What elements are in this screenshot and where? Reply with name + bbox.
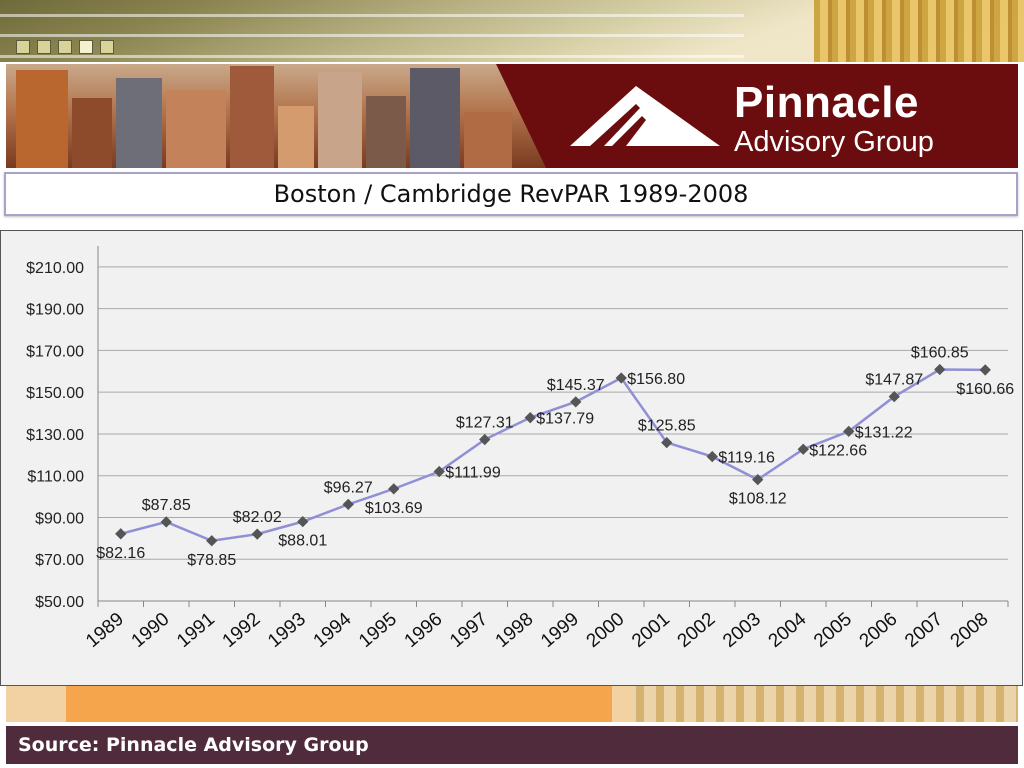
decorative-line [0,55,744,58]
x-tick-label: 1997 [446,609,492,652]
data-point [206,535,218,547]
x-tick-label: 1994 [310,608,356,652]
x-tick-label: 2000 [583,609,629,652]
data-point [433,465,445,478]
data-point [706,450,718,463]
series-line [120,368,986,543]
y-tick-label: $70.00 [35,552,84,569]
x-tick-label: 1990 [128,609,174,652]
data-point [388,483,400,495]
y-tick-label: $90.00 [35,510,84,527]
data-point [661,436,673,449]
data-label: $145.37 [547,377,605,394]
data-label: $108.12 [729,491,787,508]
data-point [752,473,764,486]
data-label: $87.85 [142,497,191,514]
data-label: $160.85 [911,345,969,362]
x-tick-label: 1995 [355,609,401,652]
brand-name: Pinnacle [734,78,919,127]
x-tick-label: 2008 [947,609,993,652]
brand-banner: Pinnacle Advisory Group [6,64,1018,168]
source-text: Source: Pinnacle Advisory Group [18,734,369,756]
x-tick-label: 1999 [537,609,583,652]
data-point [888,390,900,403]
y-tick-label: $130.00 [26,427,84,444]
nav-square [37,40,51,54]
x-tick-label: 2007 [901,609,947,652]
nav-square [16,40,30,54]
x-tick-label: 1996 [401,609,447,652]
data-label: $122.66 [809,442,867,459]
y-tick-label: $50.00 [35,594,84,611]
data-label: $147.87 [865,372,923,389]
y-tick-label: $170.00 [26,343,84,360]
x-tick-label: 2006 [856,609,902,652]
nav-square [79,40,93,54]
data-point [160,516,172,528]
y-tick-label: $110.00 [27,469,84,486]
x-tick-label: 1989 [82,609,128,652]
data-point [979,364,991,376]
revpar-line-chart: $50.00 $70.00 $90.00 $110.00 $130.00 $150.00 $… [0,230,1023,686]
data-point [843,425,855,438]
data-point [615,372,627,384]
nav-square [58,40,72,54]
x-tick-label: 1992 [219,609,265,652]
y-tick-label: $190.00 [26,302,84,319]
x-tick-label: 2001 [628,609,674,652]
data-label: $111.99 [445,465,501,482]
mountain-logo-icon [570,86,720,146]
data-label: $125.85 [638,418,696,435]
nav-square [100,40,114,54]
gold-building-image [636,686,1018,722]
data-label: $160.66 [956,381,1014,398]
data-label: $103.69 [365,500,423,517]
header-decoration [0,0,1024,62]
decorative-line [0,14,744,17]
x-tick-label: 2003 [719,609,765,652]
x-tick-label: 2005 [810,609,856,652]
y-tick-label: $150.00 [26,385,84,402]
data-label: $131.22 [855,424,913,441]
data-label: $156.80 [627,371,685,388]
data-label: $119.16 [718,450,775,467]
data-label: $88.01 [278,533,327,550]
source-footer: Source: Pinnacle Advisory Group [6,726,1018,764]
slide-title: Boston / Cambridge RevPAR 1989-2008 [273,180,749,208]
data-point [479,433,491,446]
data-point [251,528,263,540]
data-point [934,363,946,376]
gold-building-image [814,0,1024,62]
data-label: $82.02 [233,509,282,526]
slide-title-box: Boston / Cambridge RevPAR 1989-2008 [4,172,1018,216]
x-tick-label: 2002 [674,609,720,652]
bottom-decoration [6,686,1018,722]
y-tick-label: $210.00 [26,260,84,277]
data-point [297,515,309,528]
data-label: $137.79 [536,411,594,428]
chart-canvas: $50.00 $70.00 $90.00 $110.00 $130.00 $150.00 $… [26,246,1014,652]
data-label: $96.27 [324,479,373,496]
brand-subtitle: Advisory Group [734,126,934,158]
data-label: $78.85 [187,552,236,569]
data-label: $82.16 [96,545,145,562]
city-skyline-image [6,64,546,168]
x-tick-label: 1993 [264,609,310,652]
x-tick-label: 1991 [173,609,219,652]
x-tick-label: 1998 [492,609,538,652]
data-point [115,528,127,540]
data-point [570,396,582,408]
x-tick-label: 2004 [765,608,811,652]
data-label: $127.31 [456,415,514,432]
decorative-line [0,34,744,37]
data-point [524,412,536,424]
data-point [797,443,809,455]
data-point [342,498,354,511]
slide-nav-squares [16,40,114,54]
